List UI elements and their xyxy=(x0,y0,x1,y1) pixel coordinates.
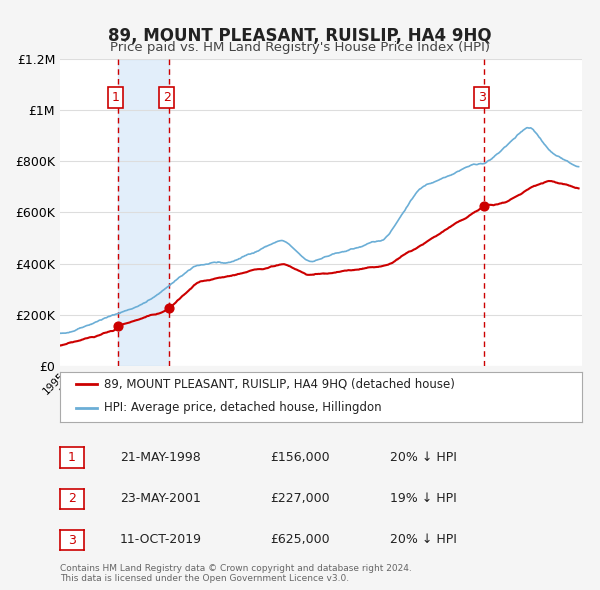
Bar xyxy=(118,59,169,366)
Text: 1: 1 xyxy=(112,91,119,104)
Text: £156,000: £156,000 xyxy=(270,451,329,464)
Text: 3: 3 xyxy=(478,91,485,104)
Text: £625,000: £625,000 xyxy=(270,533,329,546)
Text: 20% ↓ HPI: 20% ↓ HPI xyxy=(390,451,457,464)
Text: 23-MAY-2001: 23-MAY-2001 xyxy=(120,492,201,505)
Text: 89, MOUNT PLEASANT, RUISLIP, HA4 9HQ (detached house): 89, MOUNT PLEASANT, RUISLIP, HA4 9HQ (de… xyxy=(104,378,455,391)
Text: 89, MOUNT PLEASANT, RUISLIP, HA4 9HQ: 89, MOUNT PLEASANT, RUISLIP, HA4 9HQ xyxy=(108,27,492,45)
Text: 19% ↓ HPI: 19% ↓ HPI xyxy=(390,492,457,505)
Text: 2: 2 xyxy=(68,492,76,506)
Point xyxy=(479,201,489,211)
Point xyxy=(164,303,174,313)
Point xyxy=(113,321,122,330)
Text: 21-MAY-1998: 21-MAY-1998 xyxy=(120,451,201,464)
Text: Price paid vs. HM Land Registry's House Price Index (HPI): Price paid vs. HM Land Registry's House … xyxy=(110,41,490,54)
Text: 20% ↓ HPI: 20% ↓ HPI xyxy=(390,533,457,546)
Text: 1: 1 xyxy=(68,451,76,464)
Text: 2: 2 xyxy=(163,91,171,104)
Text: HPI: Average price, detached house, Hillingdon: HPI: Average price, detached house, Hill… xyxy=(104,401,382,414)
Text: £227,000: £227,000 xyxy=(270,492,329,505)
Text: 3: 3 xyxy=(68,533,76,547)
Text: 11-OCT-2019: 11-OCT-2019 xyxy=(120,533,202,546)
Text: Contains HM Land Registry data © Crown copyright and database right 2024.
This d: Contains HM Land Registry data © Crown c… xyxy=(60,563,412,583)
